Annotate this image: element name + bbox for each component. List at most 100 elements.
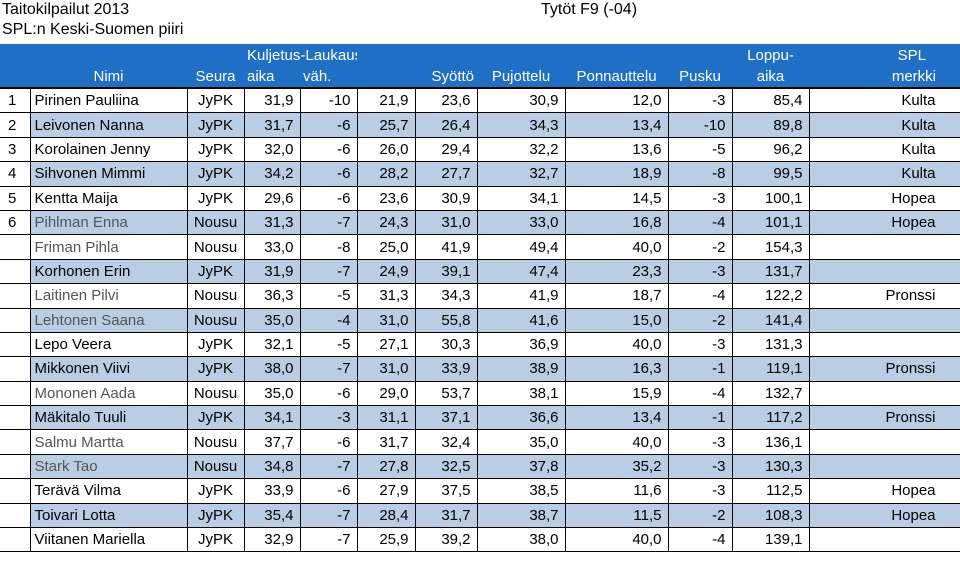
rank-cell <box>0 527 31 553</box>
name-cell: Leivonen Nanna <box>29 112 188 138</box>
seura-cell: JyPK <box>186 258 245 285</box>
ponnauttelu-cell: 40,0 <box>564 527 669 553</box>
rank-cell: 4 <box>0 161 31 187</box>
aika-cell: 31,9 <box>243 258 301 285</box>
ponnauttelu-cell: 14,5 <box>564 185 669 211</box>
table-row: Friman Pihla Nousu 33,0 -8 25,0 41,9 49,4 40,0-… <box>0 234 960 260</box>
header-cell <box>357 66 416 89</box>
header-cell <box>187 44 244 66</box>
rank-cell: 3 <box>0 136 31 163</box>
pusku-cell: -3 <box>667 258 733 285</box>
vah-cell: -6 <box>299 429 358 455</box>
pujottelu-cell: 32,7 <box>476 161 566 187</box>
name-cell: Lehtonen Saana <box>29 307 188 333</box>
document-title: Taitokilpailut 2013 <box>2 1 130 18</box>
syotto-cell: 37,1 <box>414 405 478 431</box>
name-cell: Viitanen Mariella <box>29 527 188 553</box>
aika-cell: 35,0 <box>243 380 301 407</box>
vah-cell: -6 <box>299 380 358 407</box>
merkki-cell: Pronssi <box>808 283 960 309</box>
syotto-cell: 39,1 <box>414 258 478 285</box>
header-ponnauttelu: Ponnauttelu <box>565 66 669 89</box>
syotto-cell: 33,9 <box>414 356 478 382</box>
pujottelu-cell: 38,5 <box>476 478 566 504</box>
aika-cell: 35,0 <box>243 307 301 333</box>
kl-time-cell: 29,0 <box>356 380 416 407</box>
syotto-cell: 53,7 <box>414 380 478 407</box>
header-aika: aika <box>244 66 300 89</box>
rank-cell <box>0 234 31 260</box>
merkki-cell: Hopea <box>808 502 960 529</box>
ponnauttelu-cell: 12,0 <box>564 87 669 114</box>
header-vah: väh. <box>300 66 358 89</box>
aika-cell: 36,3 <box>243 283 301 309</box>
name-cell: Salmu Martta <box>29 429 188 455</box>
table-row: Mikkonen Viivi JyPK 38,0 -7 31,0 33,9 38,9 16,3… <box>0 356 960 382</box>
header-cell <box>565 44 669 66</box>
pusku-cell: -4 <box>667 527 733 553</box>
kl-time-cell: 31,1 <box>356 405 416 431</box>
seura-cell: Nousu <box>186 380 245 407</box>
name-cell: Laitinen Pilvi <box>29 283 188 309</box>
syotto-cell: 26,4 <box>414 112 478 138</box>
loppuaika-cell: 117,2 <box>731 405 810 431</box>
seura-cell: Nousu <box>186 209 245 236</box>
table-row: Toivari Lotta JyPK 35,4 -7 28,4 31,7 38,7 11,5-… <box>0 502 960 529</box>
seura-cell: JyPK <box>186 331 245 358</box>
pusku-cell: -1 <box>667 405 733 431</box>
seura-cell: JyPK <box>186 405 245 431</box>
aika-cell: 33,0 <box>243 234 301 260</box>
vah-cell: -8 <box>299 234 358 260</box>
aika-cell: 32,1 <box>243 331 301 358</box>
vah-cell: -7 <box>299 209 358 236</box>
seura-cell: JyPK <box>186 356 245 382</box>
kl-time-cell: 25,7 <box>356 112 416 138</box>
header-row-bottom: Nimi Seura aika väh. Syöttö Pujottelu Po… <box>0 66 960 89</box>
loppuaika-cell: 89,8 <box>731 112 810 138</box>
merkki-cell: Kulta <box>808 87 960 114</box>
aika-cell: 34,1 <box>243 405 301 431</box>
vah-cell: -6 <box>299 185 358 211</box>
rank-cell: 6 <box>0 209 31 236</box>
merkki-cell <box>808 527 960 553</box>
name-cell: Pirinen Pauliina <box>29 87 188 114</box>
seura-cell: JyPK <box>186 185 245 211</box>
header-cell <box>30 44 187 66</box>
seura-cell: Nousu <box>186 283 245 309</box>
syotto-cell: 32,4 <box>414 429 478 455</box>
vah-cell: -7 <box>299 527 358 553</box>
seura-cell: JyPK <box>186 502 245 529</box>
aika-cell: 31,9 <box>243 87 301 114</box>
syotto-cell: 27,7 <box>414 161 478 187</box>
kl-time-cell: 23,6 <box>356 185 416 211</box>
aika-cell: 38,0 <box>243 356 301 382</box>
aika-cell: 32,9 <box>243 527 301 553</box>
loppuaika-cell: 96,2 <box>731 136 810 163</box>
name-cell: Stark Tao <box>29 453 188 480</box>
table-row: Terävä Vilma JyPK 33,9 -6 27,9 37,5 38,5 11,6 -3… <box>0 478 960 504</box>
merkki-cell: Pronssi <box>808 405 960 431</box>
vah-cell: -7 <box>299 356 358 382</box>
loppuaika-cell: 100,1 <box>731 185 810 211</box>
seura-cell: JyPK <box>186 136 245 163</box>
merkki-cell: Pronssi <box>808 356 960 382</box>
header-pujottelu: Pujottelu <box>477 66 566 89</box>
loppuaika-cell: 99,5 <box>731 161 810 187</box>
merkki-cell: Hopea <box>808 478 960 504</box>
pujottelu-cell: 36,6 <box>476 405 566 431</box>
vah-cell: -6 <box>299 136 358 163</box>
name-cell: Sihvonen Mimmi <box>29 161 188 187</box>
aika-cell: 35,4 <box>243 502 301 529</box>
loppuaika-cell: 130,3 <box>731 453 810 480</box>
pusku-cell: -2 <box>667 234 733 260</box>
kl-time-cell: 31,0 <box>356 356 416 382</box>
merkki-cell: Kulta <box>808 136 960 163</box>
kl-time-cell: 26,0 <box>356 136 416 163</box>
pujottelu-cell: 30,9 <box>476 87 566 114</box>
seura-cell: Nousu <box>186 234 245 260</box>
seura-cell: JyPK <box>186 527 245 553</box>
syotto-cell: 41,9 <box>414 234 478 260</box>
merkki-cell <box>808 331 960 358</box>
pujottelu-cell: 38,9 <box>476 356 566 382</box>
syotto-cell: 55,8 <box>414 307 478 333</box>
